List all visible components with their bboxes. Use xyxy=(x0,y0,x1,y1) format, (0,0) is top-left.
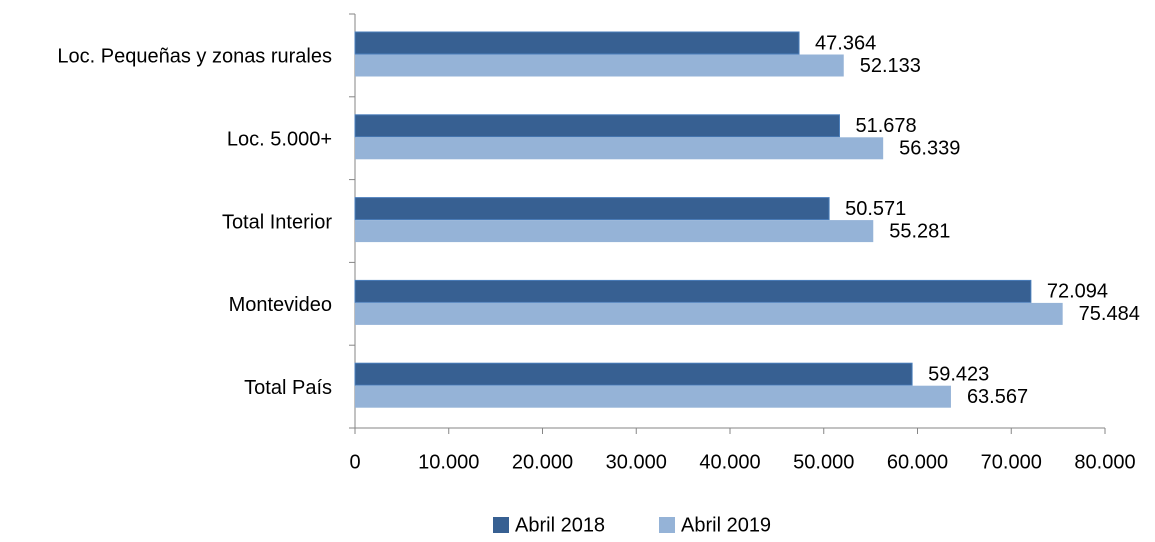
x-tick-label: 60.000 xyxy=(887,451,948,473)
y-tick-label: Montevideo xyxy=(229,294,332,316)
x-tick-label: 10.000 xyxy=(418,451,479,473)
value-label: 56.339 xyxy=(899,138,960,160)
bar xyxy=(354,31,800,55)
y-tick-label: Loc. 5.000+ xyxy=(227,128,332,150)
x-tick-label: 50.000 xyxy=(793,451,854,473)
legend-label: Abril 2019 xyxy=(681,514,771,536)
x-tick-label: 70.000 xyxy=(981,451,1042,473)
x-tick-label: 40.000 xyxy=(699,451,760,473)
bar xyxy=(355,385,951,408)
y-tick-label: Total Interior xyxy=(222,211,332,233)
bar xyxy=(354,362,913,386)
x-tick-label: 0 xyxy=(349,451,360,473)
value-label: 47.364 xyxy=(815,32,876,54)
bar xyxy=(355,137,884,160)
value-label: 50.571 xyxy=(845,198,906,220)
bar xyxy=(355,220,874,243)
legend-swatch xyxy=(659,517,675,533)
y-tick-label: Loc. Pequeñas y zonas rurales xyxy=(57,46,332,68)
value-label: 55.281 xyxy=(889,220,950,242)
y-tick-label: Total País xyxy=(244,377,332,399)
x-tick-label: 20.000 xyxy=(512,451,573,473)
bar xyxy=(355,302,1063,325)
legend-label: Abril 2018 xyxy=(515,514,605,536)
value-label: 63.567 xyxy=(967,386,1028,408)
bar xyxy=(354,279,1032,303)
value-label: 59.423 xyxy=(928,363,989,385)
value-label: 75.484 xyxy=(1079,303,1140,325)
legend-swatch xyxy=(493,517,509,533)
value-label: 51.678 xyxy=(855,115,916,137)
x-tick-label: 30.000 xyxy=(606,451,667,473)
value-label: 72.094 xyxy=(1047,281,1108,303)
x-tick-label: 80.000 xyxy=(1074,451,1135,473)
bar xyxy=(355,54,844,77)
value-label: 52.133 xyxy=(860,55,921,77)
bar xyxy=(354,114,840,138)
bar xyxy=(354,197,830,221)
